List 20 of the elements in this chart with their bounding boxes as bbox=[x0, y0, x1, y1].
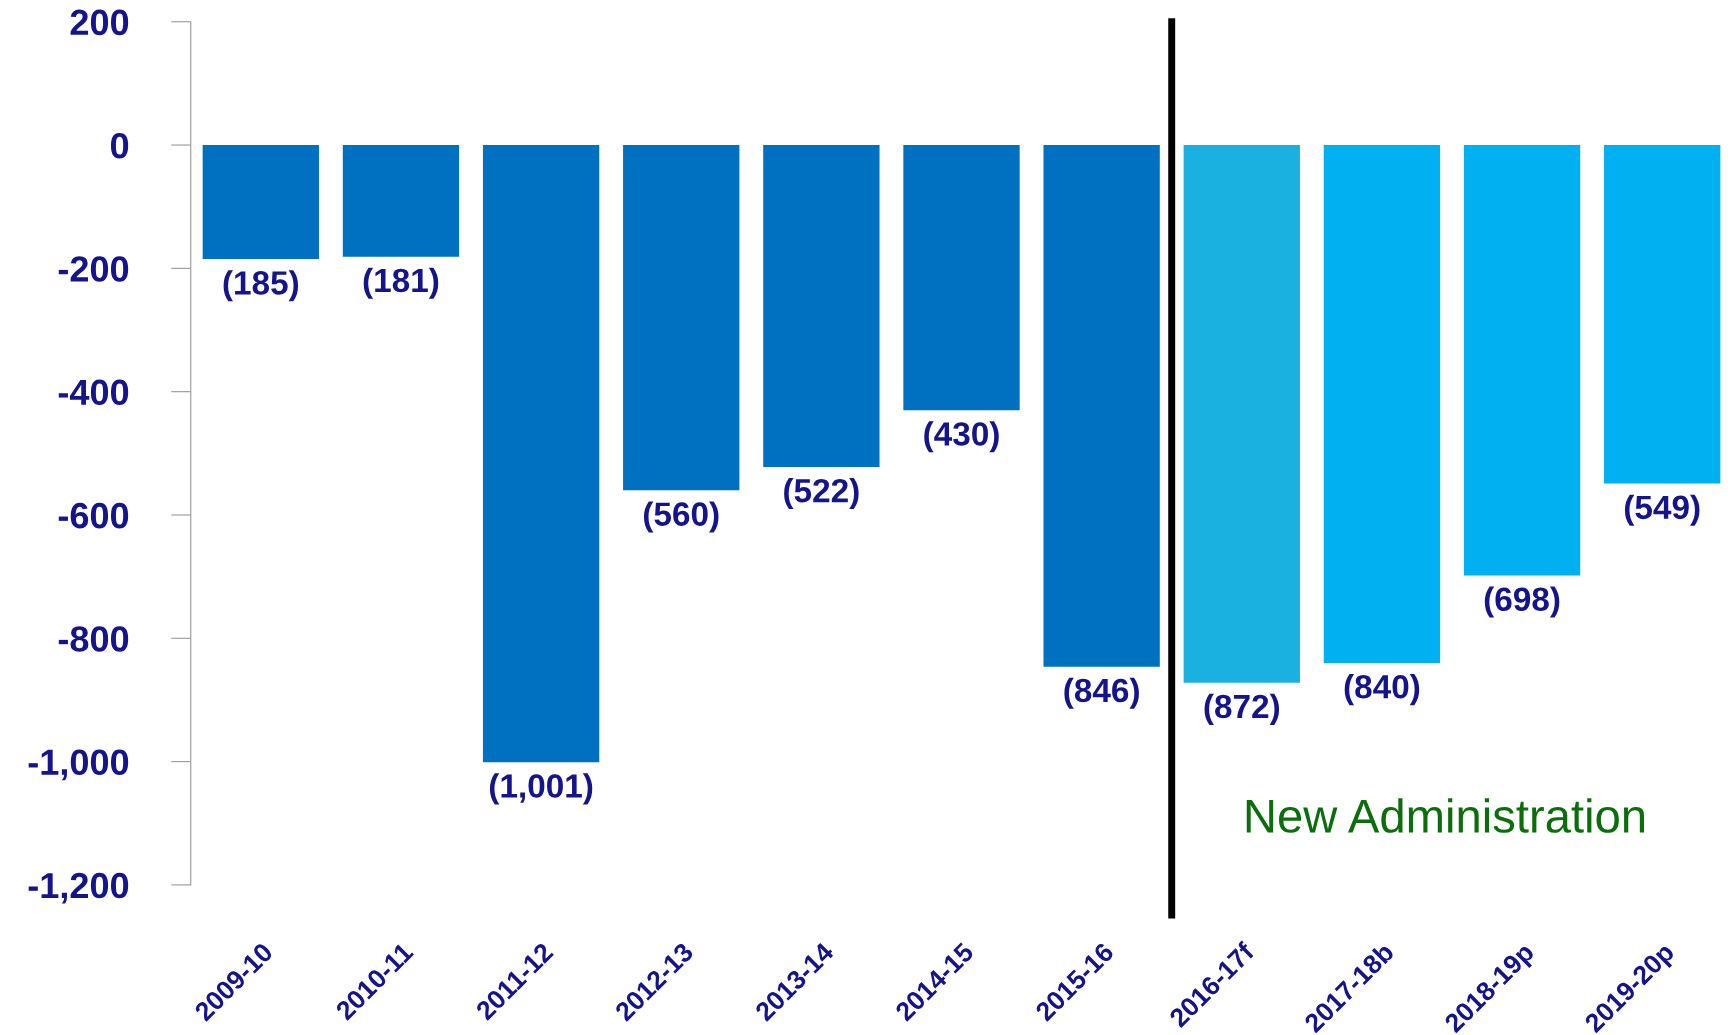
data-label: (549) bbox=[1624, 494, 1700, 526]
data-label: (698) bbox=[1484, 586, 1560, 618]
annotation: New Administration bbox=[1246, 798, 1645, 833]
y-tick-label: -1,000 bbox=[28, 749, 129, 781]
data-label: (1,001) bbox=[489, 773, 593, 805]
y-tick-label: 200 bbox=[70, 9, 129, 36]
data-label: (872) bbox=[1204, 693, 1280, 725]
y-tick-label: -800 bbox=[58, 626, 129, 652]
data-label: (185) bbox=[223, 270, 299, 302]
data-label: (522) bbox=[784, 478, 859, 510]
y-tick-label: 0 bbox=[110, 132, 129, 159]
data-label: (846) bbox=[1064, 677, 1139, 709]
y-tick-label: -400 bbox=[58, 379, 129, 406]
y-tick-label: -200 bbox=[58, 256, 129, 282]
data-label: (840) bbox=[1344, 674, 1420, 706]
y-tick-label: -1,200 bbox=[28, 872, 129, 904]
data-label: (181) bbox=[363, 267, 439, 299]
y-tick-label: -600 bbox=[58, 502, 129, 529]
data-label: (430) bbox=[924, 421, 999, 453]
data-label: (560) bbox=[643, 501, 719, 533]
